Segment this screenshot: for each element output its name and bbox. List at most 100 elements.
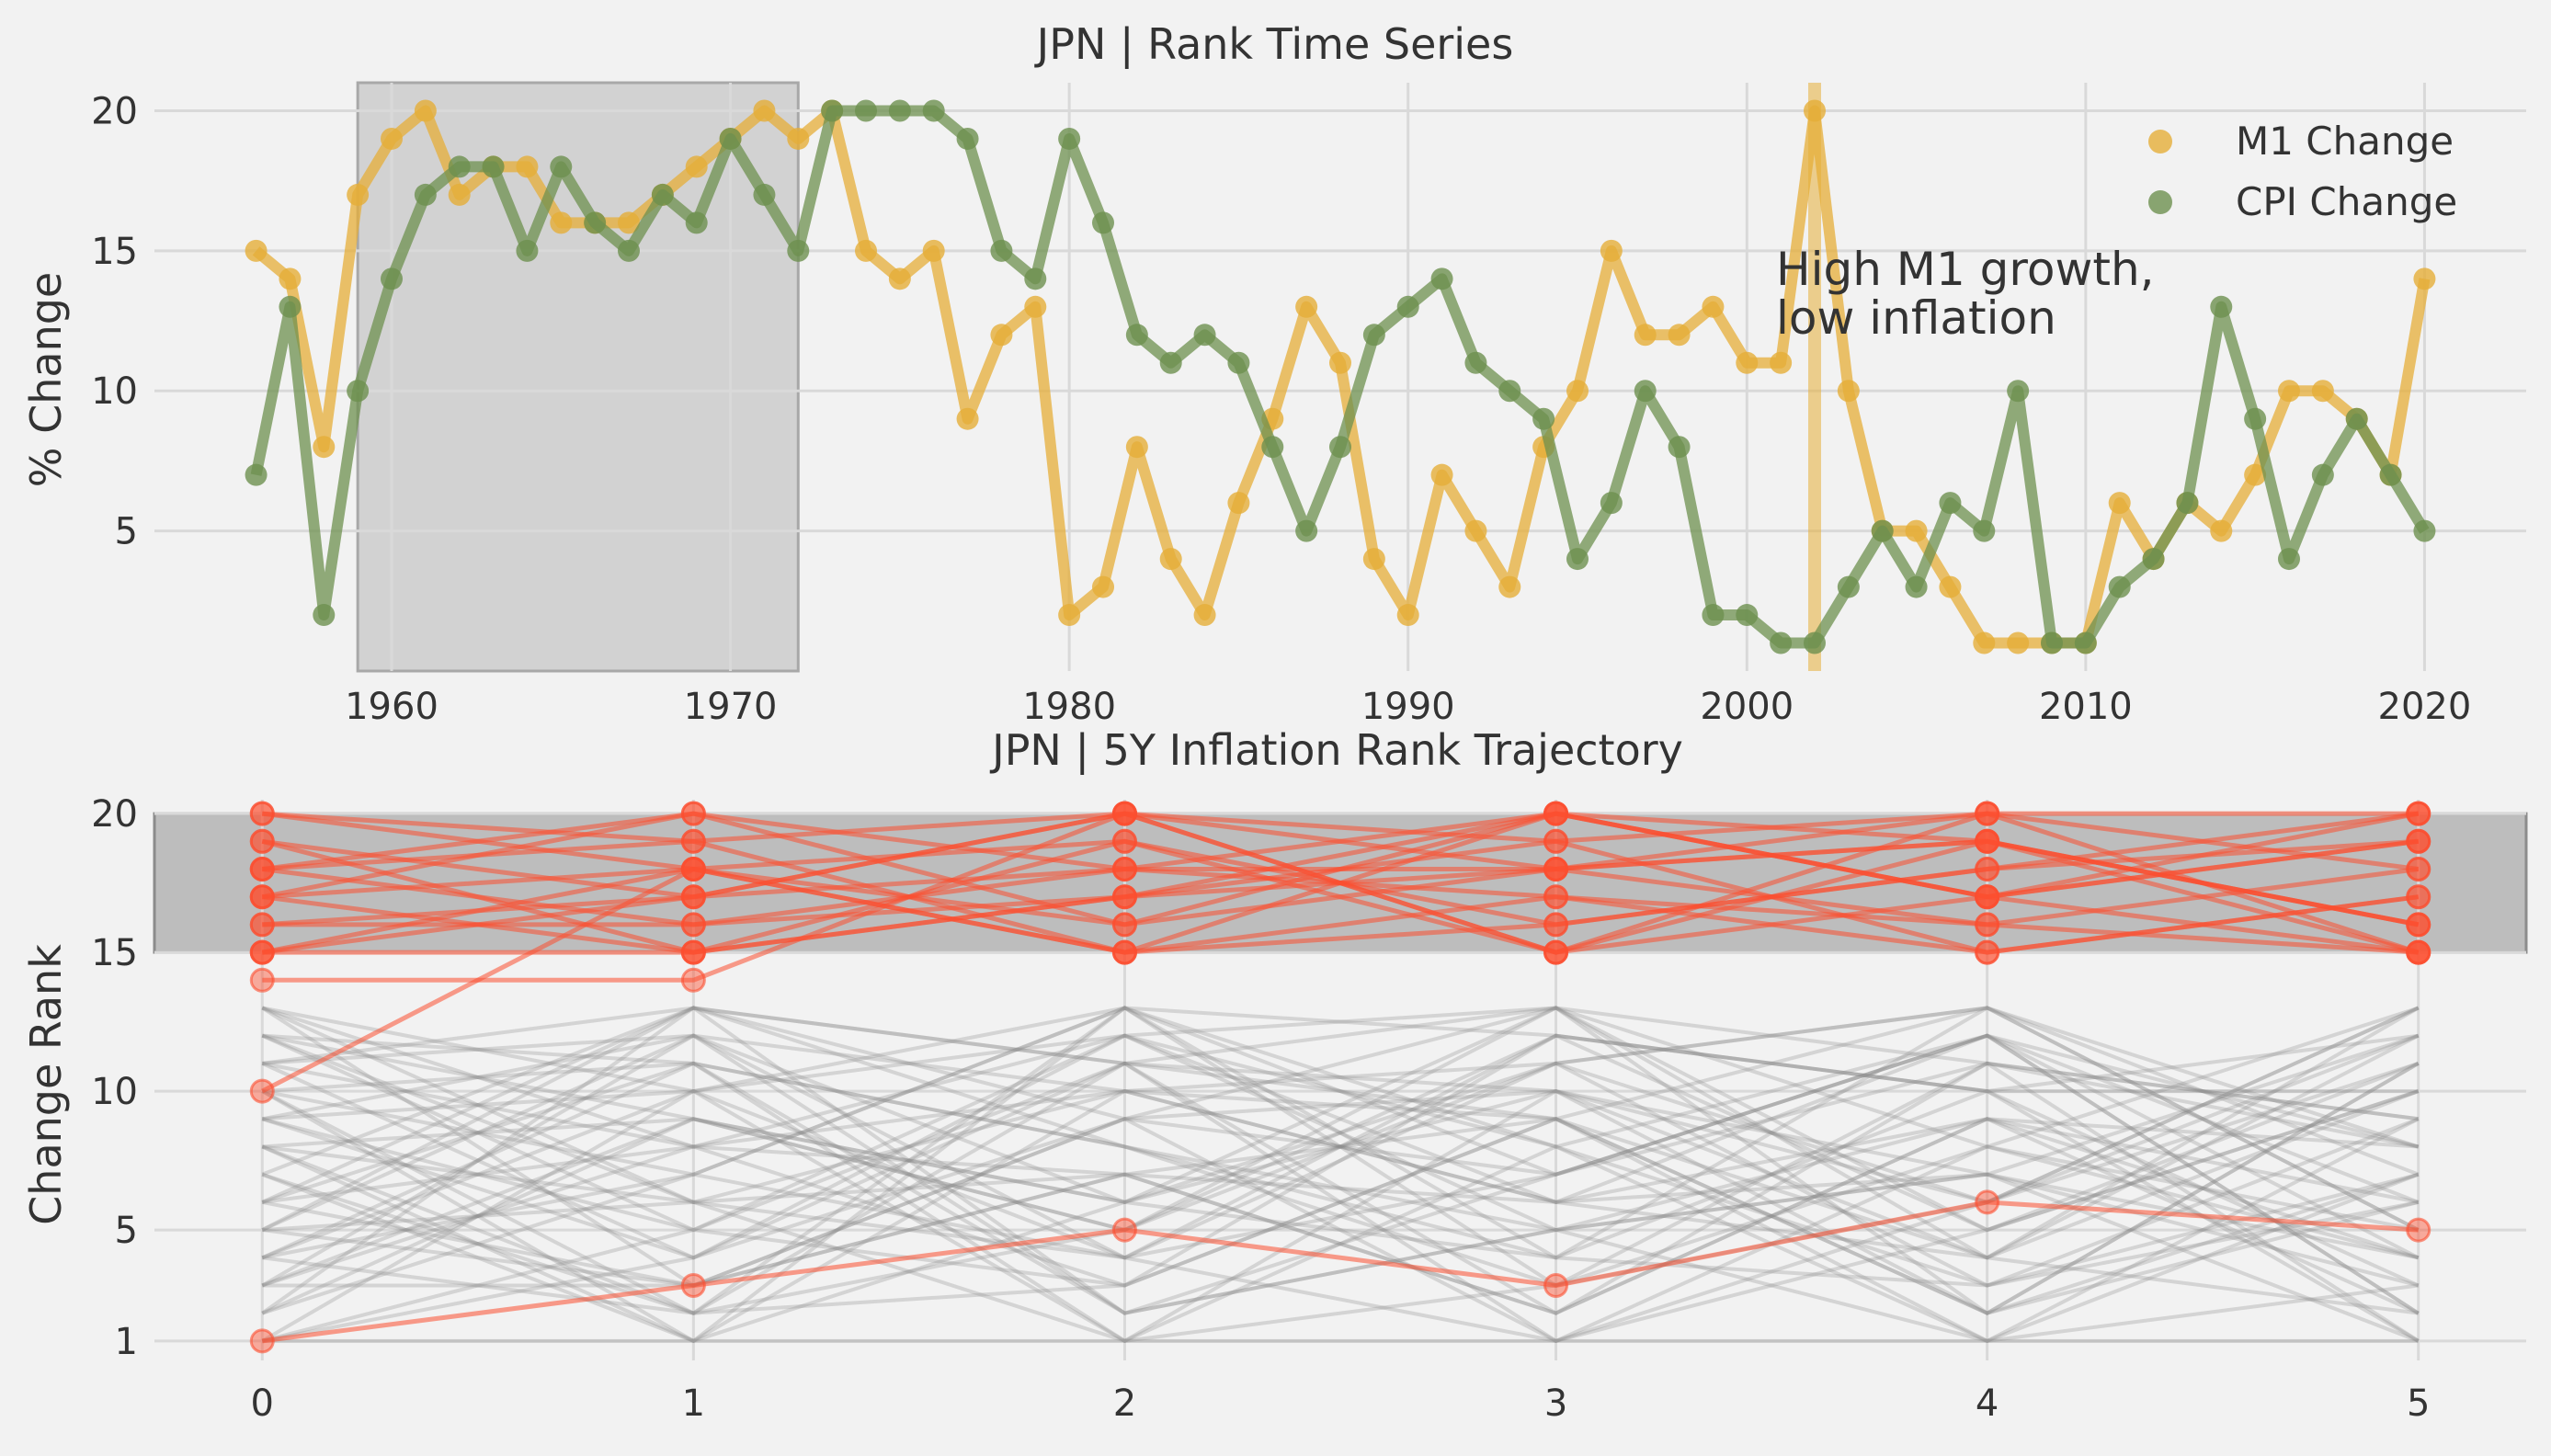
top-chart-title: JPN | Rank Time Series [1034, 19, 1514, 70]
top-y-tick-labels: 5 10 15 20 [91, 90, 138, 552]
x-tick-label: 0 [251, 1382, 274, 1425]
background-trajectory [262, 1033, 2420, 1315]
background-trajectory [261, 1006, 2420, 1344]
data-point [956, 407, 979, 430]
trajectory-point [249, 912, 275, 938]
trajectory-point [1111, 856, 1137, 882]
data-point [2278, 548, 2300, 571]
data-point [2413, 519, 2436, 542]
data-point [1702, 295, 1725, 318]
data-point [414, 99, 437, 122]
background-trajectory [261, 1006, 2419, 1343]
legend-marker [2148, 130, 2172, 154]
background-trajectory [261, 1006, 2420, 1288]
trajectory-point [680, 912, 706, 938]
trajectory-point [1111, 912, 1137, 938]
background-trajectory [261, 1061, 2420, 1343]
data-point [313, 436, 336, 459]
background-trajectory [262, 1033, 2419, 1260]
trajectory-point [680, 1272, 706, 1298]
data-point [1634, 380, 1657, 403]
data-point [2142, 548, 2165, 571]
highlighted-trajectory [261, 811, 2420, 927]
legend: M1 Change CPI Change [2148, 119, 2457, 224]
y-tick-label: 15 [91, 932, 138, 974]
data-point [2074, 631, 2097, 654]
background-trajectory [261, 1006, 2420, 1315]
data-point [2413, 267, 2436, 290]
trajectory-point [2406, 828, 2431, 854]
background-trajectory [261, 1033, 2420, 1344]
data-point [855, 239, 877, 262]
data-point [2244, 463, 2267, 486]
data-point [719, 127, 742, 150]
data-point [2108, 492, 2131, 515]
trajectory-point [1975, 939, 2000, 965]
data-point [1024, 267, 1047, 290]
data-point [1634, 324, 1657, 347]
data-point [1329, 436, 1351, 459]
trajectory-point [249, 939, 275, 965]
data-point [1396, 604, 1419, 627]
trajectory-point [1975, 912, 2000, 938]
data-point [1668, 436, 1691, 459]
trajectory-point [1975, 856, 2000, 882]
background-trajectory [261, 1033, 2420, 1343]
data-point [1464, 351, 1487, 374]
data-point [2210, 519, 2233, 542]
data-point [381, 127, 403, 150]
data-point [685, 211, 708, 234]
data-point [1362, 548, 1385, 571]
highlight-period-shade [356, 81, 800, 673]
trajectory-point [1543, 912, 1569, 938]
data-point [1227, 351, 1250, 374]
trajectory-point [680, 939, 706, 965]
background-trajectory [261, 1006, 2420, 1315]
data-point [2007, 380, 2030, 403]
background-trajectory [261, 1006, 2420, 1343]
data-point [1498, 575, 1521, 598]
background-trajectory [261, 1033, 2420, 1315]
data-point [1736, 351, 1759, 374]
data-point [1871, 519, 1894, 542]
background-trajectory [261, 1006, 2420, 1344]
background-trajectory [262, 1061, 2419, 1315]
data-point [1295, 295, 1318, 318]
background-trajectory [261, 1006, 2419, 1315]
trajectory-point [1543, 856, 1569, 882]
data-point [1295, 519, 1318, 542]
data-point [1058, 127, 1081, 150]
background-trajectory [261, 1033, 2420, 1288]
data-point [888, 99, 911, 122]
y-tick-label: 15 [91, 231, 138, 273]
trajectory-point [1975, 1189, 2000, 1215]
data-point [1092, 575, 1114, 598]
data-point [482, 155, 505, 178]
background-trajectory [261, 1006, 2420, 1315]
background-trajectory [261, 1006, 2420, 1316]
annotation-line-1: High M1 growth, [1776, 243, 2155, 296]
data-point [821, 99, 844, 122]
background-trajectory [261, 1006, 2420, 1260]
background-trajectory [261, 1033, 2420, 1344]
data-point [1125, 324, 1148, 347]
trajectory-point [2406, 801, 2431, 826]
background-trajectory [262, 1006, 2419, 1315]
trajectory-point [2406, 912, 2431, 938]
background-trajectories [261, 1006, 2420, 1344]
data-point [651, 183, 674, 206]
data-point [516, 239, 539, 262]
data-point [550, 211, 573, 234]
data-point [2311, 463, 2334, 486]
data-point [685, 155, 708, 178]
trajectory-point [1111, 884, 1137, 910]
legend-marker [2148, 190, 2172, 214]
background-trajectory [261, 1006, 2420, 1344]
x-tick-label: 3 [1544, 1382, 1567, 1425]
data-point [1193, 604, 1216, 627]
data-point [888, 267, 911, 290]
background-trajectory [261, 1033, 2420, 1288]
trajectory-point [1543, 801, 1569, 826]
data-point [1193, 324, 1216, 347]
x-tick-label: 1 [682, 1382, 705, 1425]
